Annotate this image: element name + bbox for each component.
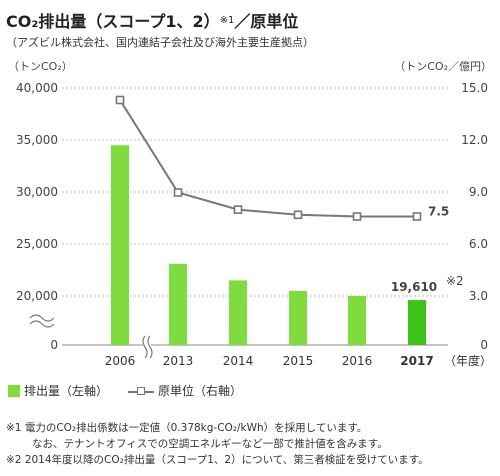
chart-title-main: CO₂排出量（スコープ1、2） <box>6 12 220 31</box>
x-tick: 2016 <box>342 354 373 368</box>
legend-bar-item: 排出量（左軸） <box>8 382 108 399</box>
y-left-tick: 0 <box>50 338 58 352</box>
legend-bar-label: 排出量（左軸） <box>24 384 109 398</box>
intensity-marker <box>293 210 303 220</box>
intensity-line <box>119 99 417 218</box>
line-value-label: 7.5 <box>428 205 449 219</box>
y-right-tick: 3.0 <box>469 289 488 303</box>
bar <box>348 296 366 345</box>
legend-line-marker <box>128 385 154 397</box>
bar-value-label: 19,610 <box>391 280 437 294</box>
y-right-tick: 0 <box>480 338 488 352</box>
y-left-unit: （トンCO₂） <box>8 60 73 73</box>
legend-line-item: 原単位（右軸） <box>128 382 242 399</box>
bar-value-note-mark: ※2 <box>446 274 464 288</box>
y-right-tick: 12.0 <box>461 133 488 147</box>
intensity-marker <box>173 188 183 197</box>
x-tick: 2015 <box>283 354 314 368</box>
x-tick: 2014 <box>223 354 254 368</box>
y-right-tick: 15.0 <box>461 81 488 95</box>
chart-subtitle: （アズビル株式会社、国内連結子会社及び海外主要生産拠点） <box>6 36 314 49</box>
y-left-tick: 20,000 <box>16 289 58 303</box>
bar <box>169 263 187 345</box>
bar <box>229 280 247 345</box>
x-tick: 2006 <box>105 354 136 368</box>
x-axis-break-mark <box>142 335 153 359</box>
intensity-marker <box>115 95 125 105</box>
y-left-tick: 30,000 <box>16 185 58 199</box>
intensity-marker <box>412 212 422 221</box>
y-right-tick: 6.0 <box>469 237 488 251</box>
y-left-tick: 40,000 <box>16 81 58 95</box>
x-tick: 2017 <box>400 354 433 368</box>
chart-title: CO₂排出量（スコープ1、2）※1／原単位 <box>6 8 298 32</box>
y-right-tick: 9.0 <box>469 185 488 199</box>
x-tick: 2013 <box>163 354 194 368</box>
footnote-2: ※2 2014年度以降のCO₂排出量（スコープ1、2）について、第三者検証を受け… <box>6 454 429 466</box>
left-axis-break-mark <box>29 314 55 328</box>
legend-bar-swatch <box>8 385 20 397</box>
y-left-tick: 35,000 <box>16 133 58 147</box>
x-axis-unit: （年度） <box>444 353 492 368</box>
y-left-tick: 25,000 <box>16 237 58 251</box>
chart-title-note-mark: ※1 <box>219 15 235 26</box>
x-axis-break-gap <box>143 336 151 358</box>
legend-line-label: 原単位（右軸） <box>158 384 243 398</box>
chart-title-tail: ／原単位 <box>234 12 299 31</box>
y-right-unit: （トンCO₂／億円） <box>394 60 492 73</box>
bar <box>408 300 426 345</box>
intensity-marker <box>233 205 243 214</box>
intensity-marker <box>352 212 362 221</box>
footnote-1: ※1 電力のCO₂排出係数は一定値（0.378kg-CO₂/kWh）を採用してい… <box>6 422 368 434</box>
footnote-1-cont: なお、テナントオフィスでの空調エネルギーなど一部で推計値を含みます。 <box>32 438 388 450</box>
bar <box>111 145 129 345</box>
bar <box>289 290 307 345</box>
